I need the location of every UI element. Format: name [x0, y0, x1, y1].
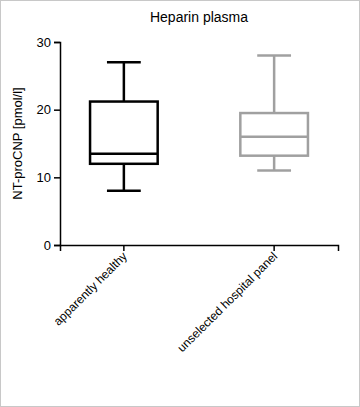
- y-tick-label: 20: [37, 102, 51, 117]
- box-plot: [240, 56, 308, 171]
- max-cap: [107, 61, 141, 64]
- box: [240, 113, 308, 156]
- frame: [1, 1, 360, 407]
- x-tick: apparently healthy: [51, 245, 130, 328]
- x-axis-line: [61, 246, 339, 252]
- median: [240, 135, 308, 138]
- x-tick-mark: [123, 245, 125, 251]
- min-cap: [257, 169, 291, 172]
- y-tick-mark: [54, 245, 60, 247]
- lower-whisker: [123, 164, 126, 191]
- y-axis-line: [54, 43, 61, 246]
- y-tick-label: 10: [37, 170, 51, 185]
- y-tick-label: 0: [44, 238, 51, 253]
- y-tick-mark: [54, 177, 60, 179]
- x-tick-mark: [273, 245, 275, 251]
- chart: 0 10 20 30 apparently healthy unselected hosp…: [0, 0, 360, 407]
- x-tick-label: unselected hospital panel: [175, 249, 281, 355]
- upper-whisker: [273, 56, 276, 114]
- y-tick: 30: [37, 35, 60, 50]
- x-axis: apparently healthy unselected hospital pa…: [51, 245, 339, 355]
- y-tick-label: 30: [37, 35, 51, 50]
- x-tick: unselected hospital panel: [175, 245, 281, 355]
- box: [90, 102, 158, 164]
- box-plot: [90, 62, 158, 191]
- y-tick-mark: [54, 109, 60, 111]
- y-tick: 20: [37, 102, 60, 117]
- min-cap: [107, 190, 141, 193]
- upper-whisker: [123, 62, 126, 101]
- y-axis: 0 10 20 30: [37, 35, 61, 253]
- plot: 0 10 20 30 apparently healthy unselected hosp…: [37, 35, 339, 355]
- title: Heparin plasma: [150, 9, 248, 25]
- y-tick: 0: [44, 238, 60, 253]
- median: [90, 152, 158, 155]
- boxes: [90, 56, 308, 191]
- y-tick-mark: [54, 42, 60, 44]
- y-axis-title: NT-proCNP [pmol/l]: [10, 87, 25, 199]
- x-tick-label: apparently healthy: [51, 249, 130, 328]
- y-tick: 10: [37, 170, 60, 185]
- max-cap: [257, 54, 291, 57]
- lower-whisker: [273, 156, 276, 171]
